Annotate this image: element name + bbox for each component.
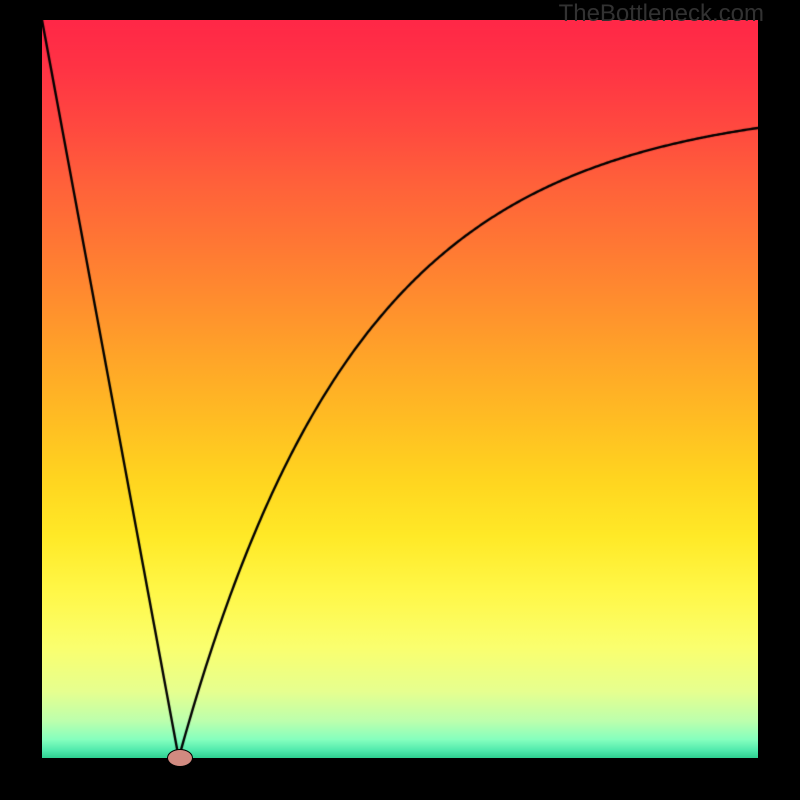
- plot-area: [42, 20, 758, 758]
- curve-line: [42, 20, 758, 758]
- watermark-text: TheBottleneck.com: [559, 0, 764, 28]
- chart-container: TheBottleneck.com: [0, 0, 800, 800]
- vertex-marker: [167, 749, 193, 767]
